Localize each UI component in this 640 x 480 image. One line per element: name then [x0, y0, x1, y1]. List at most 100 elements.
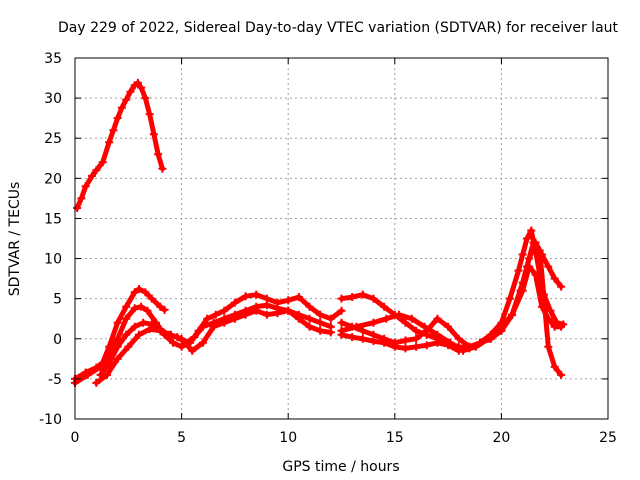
data-point	[454, 334, 463, 343]
data-point	[92, 378, 101, 387]
data-point	[252, 306, 261, 315]
data-point	[262, 310, 271, 319]
data-point	[358, 326, 367, 335]
data-point	[412, 326, 421, 335]
data-point	[305, 302, 314, 311]
data-point	[133, 78, 142, 87]
data-point	[198, 338, 207, 347]
data-point	[550, 274, 559, 283]
data-point	[220, 306, 229, 315]
data-point	[326, 328, 335, 337]
data-point	[316, 318, 325, 327]
data-point	[433, 330, 442, 339]
data-point	[305, 322, 314, 331]
data-point	[546, 306, 555, 315]
data-point	[412, 342, 421, 351]
data-point	[190, 333, 199, 342]
data-point	[126, 87, 135, 96]
data-point	[433, 338, 442, 347]
data-point	[444, 322, 453, 331]
data-point	[137, 302, 146, 311]
data-point	[497, 326, 506, 335]
data-point	[337, 306, 346, 315]
x-tick-label: 25	[599, 430, 617, 446]
data-point	[109, 126, 118, 135]
data-point	[294, 293, 303, 302]
data-point	[113, 354, 122, 363]
data-point	[358, 334, 367, 343]
data-point	[401, 318, 410, 327]
data-point	[369, 294, 378, 303]
data-point	[143, 306, 152, 315]
y-tick-label: 10	[44, 252, 62, 268]
data-point	[209, 322, 218, 331]
y-tick-label: -10	[39, 412, 62, 428]
data-point	[141, 288, 150, 297]
data-point	[156, 326, 165, 335]
data-point	[145, 325, 154, 334]
data-point	[203, 314, 212, 323]
series-trace-h	[337, 262, 566, 355]
series-line	[339, 240, 564, 378]
data-point	[337, 318, 346, 327]
data-point	[358, 290, 367, 299]
data-point	[156, 302, 165, 311]
data-point	[241, 310, 250, 319]
data-point	[531, 270, 540, 279]
data-point	[422, 341, 431, 350]
data-point	[122, 95, 131, 104]
data-point	[508, 310, 517, 319]
y-tick-label: -5	[48, 372, 62, 388]
data-point	[122, 302, 131, 311]
data-point	[380, 338, 389, 347]
data-point	[122, 330, 131, 339]
data-point	[550, 362, 559, 371]
data-point	[544, 342, 553, 351]
data-point	[113, 318, 122, 327]
data-point	[369, 337, 378, 346]
data-point	[401, 336, 410, 345]
data-point	[433, 314, 442, 323]
data-point	[124, 342, 133, 351]
data-point	[158, 164, 167, 173]
data-point	[476, 338, 485, 347]
data-point	[83, 370, 92, 379]
data-point	[134, 285, 143, 294]
data-point	[352, 322, 361, 331]
data-point	[98, 158, 107, 167]
data-point	[117, 103, 126, 112]
data-point	[465, 342, 474, 351]
data-point	[337, 294, 346, 303]
data-point	[177, 334, 186, 343]
data-point	[166, 330, 175, 339]
x-tick-label: 15	[386, 430, 404, 446]
data-point	[369, 318, 378, 327]
data-point	[420, 322, 429, 331]
data-point	[230, 298, 239, 307]
data-point	[149, 130, 158, 139]
data-point	[514, 266, 523, 275]
data-point	[130, 322, 139, 331]
data-point	[147, 294, 156, 303]
data-point	[401, 344, 410, 353]
plot-frame	[74, 57, 609, 420]
data-point	[284, 296, 293, 305]
data-point	[527, 226, 536, 235]
y-tick-label: 5	[53, 292, 62, 308]
data-point	[241, 292, 250, 301]
data-point	[316, 326, 325, 335]
data-point	[139, 318, 148, 327]
data-point	[444, 341, 453, 350]
data-point	[412, 334, 421, 343]
x-tick-label: 0	[71, 430, 80, 446]
data-point	[73, 204, 82, 213]
data-point	[316, 310, 325, 319]
x-tick-label: 20	[492, 430, 510, 446]
series-line	[74, 80, 165, 211]
data-point	[380, 302, 389, 311]
tick-layer: 0 5 10 15 20 25 -10 -5 0 5 10 15 20 25 30 35	[39, 51, 617, 446]
data-point	[348, 293, 357, 302]
data-point	[557, 282, 566, 291]
data-point	[535, 246, 544, 255]
y-tick-label: 30	[44, 91, 62, 107]
